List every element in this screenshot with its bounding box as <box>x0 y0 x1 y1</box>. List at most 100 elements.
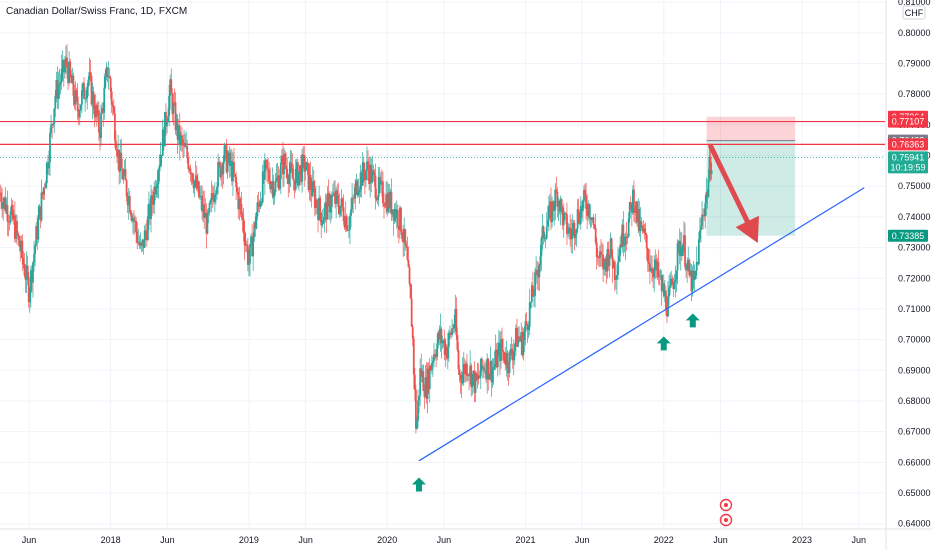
candle-up <box>428 365 431 389</box>
candle-up <box>305 162 308 171</box>
candle-up <box>256 202 259 217</box>
projection-arrow-head[interactable] <box>735 215 759 243</box>
stop-loss-zone[interactable] <box>706 116 796 141</box>
candle-up <box>371 170 374 183</box>
candle-down <box>485 370 488 380</box>
candle-down <box>662 283 665 297</box>
candle-down <box>709 156 712 174</box>
candle-down <box>95 104 98 116</box>
candle-down <box>67 67 69 83</box>
candle-up <box>544 238 547 240</box>
y-tick-label: 0.74000 <box>898 212 931 222</box>
candle-up <box>479 358 482 377</box>
up-arrow-icon[interactable] <box>411 477 426 492</box>
candle-up <box>315 199 317 209</box>
up-arrow-icon[interactable] <box>685 313 700 328</box>
currency-badge[interactable]: CHF <box>902 5 926 20</box>
candle-up <box>417 400 419 421</box>
price-badges: 0.772640.771070.764880.763630.7594110:19… <box>888 110 928 242</box>
candle-up <box>169 79 172 96</box>
candle-down <box>269 180 272 190</box>
candle-down <box>397 226 400 230</box>
candle-down <box>285 165 288 169</box>
candle-up <box>321 223 324 226</box>
candle-down <box>111 104 114 107</box>
price-badge[interactable]: 0.77107 <box>888 115 928 128</box>
candle-down <box>307 163 310 190</box>
candle-down <box>641 225 644 232</box>
candle-up <box>179 135 182 146</box>
candle-down <box>254 222 257 229</box>
candle-up <box>248 263 250 265</box>
price-badge-countdown: 10:19:59 <box>890 162 925 172</box>
candle-up <box>469 365 472 377</box>
candle-down <box>580 205 583 212</box>
candle-up <box>627 218 630 237</box>
candle-down <box>126 196 129 206</box>
candle-up <box>568 227 570 233</box>
candle-down <box>343 221 346 228</box>
candle-up <box>253 222 256 238</box>
candle-down <box>384 206 386 208</box>
candle-down <box>92 91 95 110</box>
candle-up <box>185 146 188 148</box>
candle-down <box>425 377 428 399</box>
candle-up <box>107 76 110 78</box>
candle-down <box>588 203 591 218</box>
candle-up <box>229 160 232 166</box>
price-badge[interactable]: 0.76363 <box>888 138 928 151</box>
candle-up <box>326 193 329 220</box>
support-trendline[interactable] <box>418 187 865 462</box>
projection-arrow-shaft[interactable] <box>708 143 750 224</box>
price-badge[interactable]: 0.73385 <box>888 229 928 242</box>
candle-down <box>124 169 127 181</box>
candle-down <box>41 192 44 195</box>
candle-up <box>576 209 579 229</box>
candle-up <box>639 221 642 232</box>
candle-down <box>1 201 4 209</box>
x-tick-label: Jun <box>298 535 313 545</box>
candle-down <box>8 221 11 223</box>
candle-down <box>334 192 336 205</box>
candle-down <box>702 214 705 216</box>
candle-down <box>192 182 195 189</box>
candle-up <box>538 265 541 278</box>
candle-up <box>10 204 13 212</box>
candle-down <box>257 202 260 204</box>
candle-down <box>561 207 564 226</box>
currency-label: CHF <box>905 8 924 18</box>
up-arrow-icon[interactable] <box>656 336 671 351</box>
candle-down <box>135 220 138 232</box>
candle-up <box>37 218 40 240</box>
candle-down <box>162 129 165 147</box>
candle-up <box>270 184 273 190</box>
candle-up <box>430 363 433 371</box>
candle-down <box>243 233 246 246</box>
candle-down <box>174 102 177 131</box>
candle-down <box>151 195 154 204</box>
candle-down <box>241 214 244 219</box>
candle-up <box>308 174 311 190</box>
candle-down <box>205 213 208 234</box>
candle-down <box>415 390 417 429</box>
candle-down <box>290 162 293 169</box>
candle-up <box>513 344 516 351</box>
candle-up <box>366 161 368 171</box>
candle-up <box>63 66 66 73</box>
candle-down <box>310 190 313 197</box>
trendline-group <box>418 187 865 462</box>
candle-down <box>511 355 514 361</box>
candle-up <box>349 216 351 230</box>
candle-down <box>401 231 403 240</box>
candle-up <box>101 108 104 113</box>
candle-down <box>373 171 376 176</box>
candle-down <box>622 224 625 247</box>
candle-up <box>209 200 212 203</box>
candle-up <box>53 108 56 124</box>
candle-down <box>108 76 111 79</box>
candle-down <box>360 172 363 186</box>
candle-up <box>670 278 673 286</box>
